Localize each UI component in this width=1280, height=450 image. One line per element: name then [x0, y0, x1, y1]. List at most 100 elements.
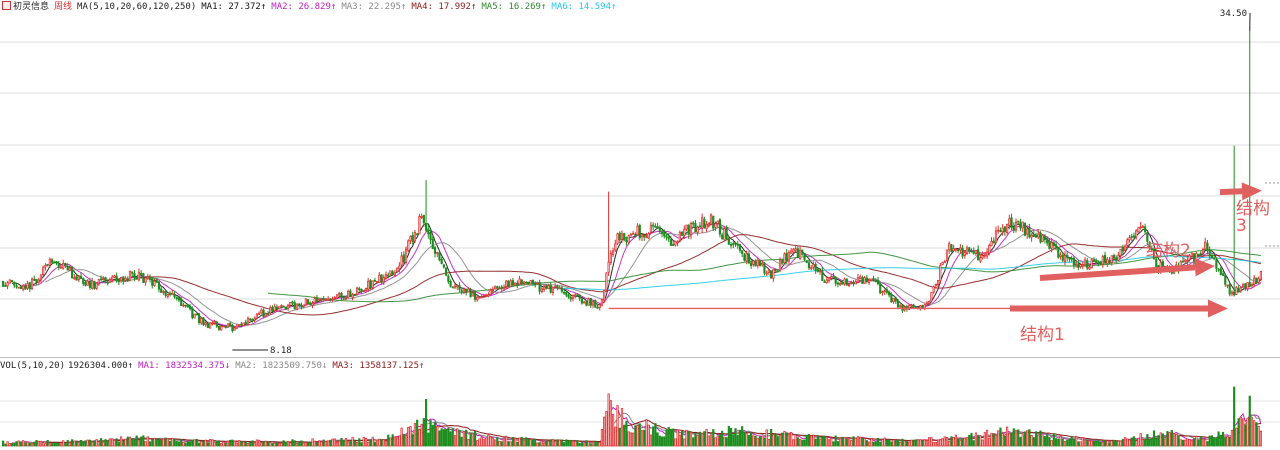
volume-bar-496	[1106, 440, 1109, 447]
candle-539	[1201, 247, 1205, 257]
candle-42	[95, 282, 98, 290]
candle-467	[1041, 234, 1044, 243]
volume-bar-240	[536, 442, 539, 447]
candle-72	[162, 289, 165, 295]
candle-313	[698, 222, 701, 228]
volume-bar-265	[591, 441, 595, 447]
volume-bar-61	[137, 439, 140, 447]
candle-253	[565, 290, 568, 298]
period-label[interactable]: 周线	[54, 2, 73, 12]
candle-388	[865, 274, 868, 284]
candle-546	[1217, 268, 1220, 272]
candle-191	[427, 225, 430, 239]
candle-348	[776, 269, 779, 273]
volume-bar-70	[157, 437, 161, 447]
volume-bar-382	[852, 436, 855, 447]
candle-555	[1237, 285, 1240, 293]
candle-225	[502, 284, 506, 291]
volume-bar-297	[663, 436, 666, 447]
volume-bar-534	[1190, 440, 1193, 447]
candle-316	[705, 221, 708, 233]
volume-bar-389	[867, 441, 871, 447]
volume-bar-560	[1248, 395, 1251, 447]
candle-278	[620, 230, 624, 243]
indicator-settings-icon[interactable]	[2, 1, 11, 10]
volume-bar-174	[389, 437, 392, 447]
candle-94	[211, 320, 214, 326]
candle-273	[609, 250, 612, 266]
volume-bar-123	[275, 441, 279, 447]
price-candles	[2, 31, 1262, 333]
volume-bar-191	[427, 432, 430, 447]
volume-bar-484	[1079, 441, 1082, 447]
volume-bar-79	[177, 441, 181, 447]
candle-57	[128, 270, 132, 282]
candle-68	[153, 279, 156, 287]
candle-290	[647, 232, 650, 240]
candle-134	[300, 302, 303, 310]
volume-bar-233	[520, 436, 523, 447]
candle-172	[384, 271, 388, 280]
candle-500	[1115, 255, 1118, 263]
volume-bar-332	[741, 426, 744, 447]
volume-bar-443	[988, 437, 991, 447]
volume-bar-309	[689, 431, 693, 447]
volume-bar-204	[456, 428, 459, 447]
volume-bar-130	[291, 439, 294, 447]
volume-bar-490	[1092, 441, 1096, 447]
candle-86	[193, 313, 196, 319]
volume-bar-559	[1246, 417, 1249, 447]
candle-242	[540, 286, 543, 294]
candle-564	[1257, 276, 1260, 284]
candle-307	[685, 224, 688, 232]
candle-312	[696, 225, 699, 236]
volume-bar-436	[972, 440, 975, 447]
volume-bar-16	[37, 440, 40, 447]
ma-value-4: MA4: 17.992↑	[411, 2, 477, 12]
candle-382	[852, 280, 855, 287]
candle-92	[206, 321, 210, 329]
volume-bar-535	[1193, 438, 1196, 447]
volume-bar-239	[534, 438, 537, 447]
candle-507	[1130, 233, 1133, 242]
candle-510	[1137, 226, 1140, 233]
candle-35	[79, 272, 83, 280]
volume-bar-324	[723, 436, 726, 447]
candle-336	[750, 259, 753, 269]
candle-322	[718, 218, 722, 238]
volume-bar-216	[482, 439, 486, 447]
volume-bar-399	[890, 441, 893, 447]
candle-184	[411, 231, 414, 245]
volume-bar-178	[398, 435, 401, 447]
candle-394	[879, 282, 882, 295]
volume-bar-213	[476, 440, 479, 447]
volume-bar-238	[531, 439, 535, 447]
volume-bar-62	[140, 436, 143, 447]
volume-bar-184	[411, 434, 414, 447]
candle-120	[269, 305, 272, 316]
volume-bar-532	[1186, 438, 1189, 447]
volume-bar-482	[1075, 435, 1078, 447]
candle-33	[75, 273, 78, 281]
candle-479	[1068, 257, 1071, 263]
stock-name[interactable]: 初灵信息	[13, 2, 50, 12]
candle-223	[498, 285, 501, 290]
volume-bar-304	[678, 434, 681, 447]
volume-bar-7	[17, 440, 20, 447]
candle-48	[108, 277, 112, 284]
volume-bar-179	[400, 427, 403, 447]
candle-76	[171, 290, 174, 296]
candle-356	[794, 245, 797, 253]
candle-358	[798, 246, 802, 261]
candle-309	[689, 221, 693, 240]
candle-99	[222, 324, 225, 328]
volume-bar-405	[903, 440, 906, 447]
volume-bar-349	[778, 434, 782, 447]
candle-386	[861, 275, 864, 284]
candle-354	[790, 248, 793, 254]
candle-333	[743, 252, 746, 262]
volume-bar-195	[436, 426, 439, 447]
volume-bar-551	[1228, 437, 1231, 447]
volume-bar-273	[609, 400, 612, 447]
volume-bar-219	[489, 436, 492, 447]
